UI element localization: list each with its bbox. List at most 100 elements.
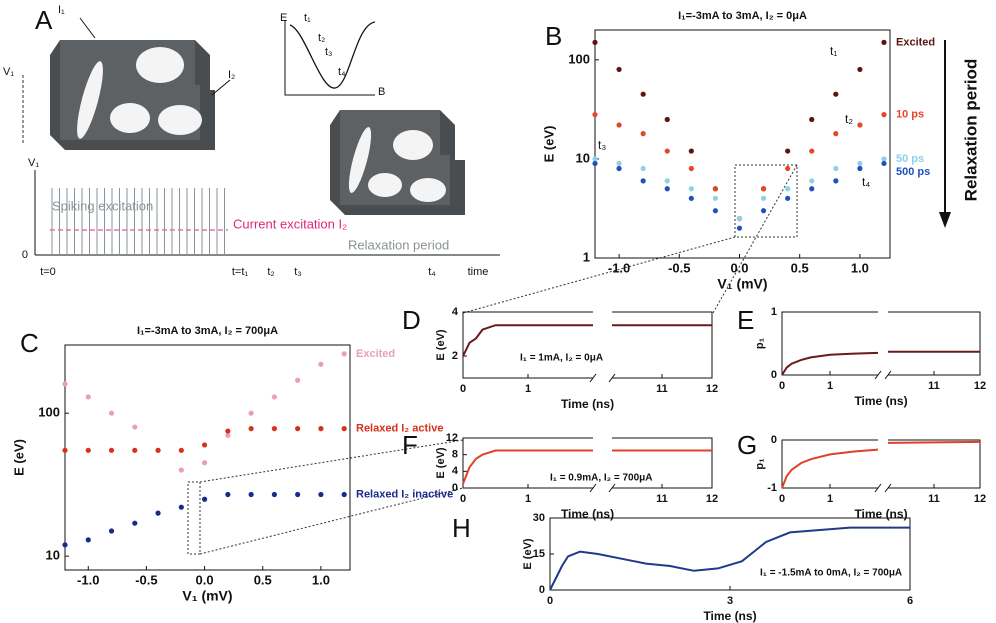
data-point: [85, 394, 91, 400]
panel-label: C: [20, 328, 39, 358]
axis-frame: [549, 517, 911, 591]
x-tick-label: -0.5: [135, 572, 157, 587]
axis-break: [589, 373, 616, 383]
data-point: [225, 491, 231, 498]
y-tick-label: 1: [771, 306, 777, 318]
data-point: [833, 131, 839, 137]
data-point: [201, 496, 208, 502]
legend-label: Excited: [356, 348, 395, 360]
data-point: [760, 208, 767, 214]
data-line: [781, 440, 981, 489]
data-point: [785, 165, 791, 172]
data-point: [341, 426, 347, 432]
x-tick-label: 0.0: [730, 260, 748, 275]
spike-train: [34, 170, 500, 256]
x-tick-label: 12: [706, 383, 718, 395]
x-tick-label: -1.0: [77, 572, 99, 587]
annotation: I₁ = -1.5mA to 0mA, I₂ = 700μA: [760, 568, 902, 579]
x-axis-label: V₁ (mV): [182, 588, 232, 604]
data-point: [341, 491, 347, 498]
annotation: t₁: [830, 44, 837, 58]
label: t₃: [325, 46, 333, 58]
y-tick-label: 10: [576, 150, 590, 165]
label: V₁: [28, 157, 39, 169]
y-tick-label: 0: [452, 482, 458, 494]
data-point: [640, 91, 646, 97]
data-point: [85, 537, 91, 543]
x-axis-label: V₁ (mV): [717, 276, 767, 292]
data-point: [62, 542, 68, 548]
data-point: [85, 447, 91, 453]
x-tick-label: 1: [827, 493, 833, 505]
data-point: [616, 122, 622, 128]
label: 0: [22, 249, 28, 261]
data-point: [295, 426, 301, 432]
annotation: t₃: [598, 138, 606, 152]
legend-label: 10 ps: [896, 109, 924, 121]
label: I₁: [58, 4, 65, 16]
data-point: [271, 491, 277, 498]
y-tick-label: 4: [452, 306, 459, 318]
data-point: [225, 428, 231, 434]
data-point: [592, 39, 598, 45]
data-point: [616, 66, 622, 73]
data-point: [108, 447, 115, 453]
x-tick-label: 1.0: [851, 260, 869, 275]
data-point: [857, 122, 863, 128]
x-tick-label: 11: [928, 380, 940, 392]
y-tick-label: 30: [533, 512, 545, 524]
side-label: Relaxation period: [961, 59, 980, 202]
data-point: [712, 186, 719, 192]
y-tick-label: 8: [452, 449, 458, 461]
x-tick-label: 11: [656, 383, 668, 395]
data-point: [592, 112, 598, 118]
data-point: [664, 178, 670, 184]
x-tick-label: 0.5: [791, 260, 809, 275]
y-axis-label: E (eV): [435, 329, 447, 361]
data-point: [809, 148, 815, 154]
y-axis-label: E (eV): [541, 126, 556, 163]
x-tick-label: 11: [656, 493, 668, 505]
data-point: [248, 410, 254, 416]
data-point: [201, 442, 208, 448]
legend-label: 500 ps: [896, 166, 930, 178]
data-point: [132, 424, 138, 430]
data-point: [640, 178, 646, 184]
data-point: [736, 225, 743, 231]
panel-label: F: [402, 430, 418, 460]
x-tick-label: 1: [827, 380, 833, 392]
data-point: [688, 165, 694, 172]
x-tick-label: 0: [460, 493, 466, 505]
annotation: t₂: [845, 112, 853, 126]
x-tick-label: 1.0: [312, 572, 330, 587]
x-axis-label: Time (ns): [854, 394, 907, 408]
y-tick-label: 100: [38, 405, 60, 420]
y-axis-label: p₁: [754, 458, 766, 470]
data-point: [712, 208, 719, 214]
label: Spiking excitation: [52, 198, 153, 213]
panel-label: B: [545, 21, 562, 51]
x-tick-label: 0: [460, 383, 466, 395]
data-line: [781, 350, 980, 376]
label: t₂: [267, 266, 274, 278]
y-tick-label: 1: [583, 249, 590, 264]
y-axis-label: p₁: [754, 337, 766, 349]
data-point: [271, 426, 277, 432]
data-point: [833, 91, 839, 97]
x-axis-label: Time (ns): [561, 397, 614, 411]
data-point: [833, 165, 839, 172]
y-tick-label: -1: [767, 482, 777, 494]
data-point: [248, 426, 254, 432]
device-sketch: [22, 17, 465, 215]
annotation: I₁ = 0.9mA, I₂ = 700μA: [550, 473, 653, 484]
axis-frame: [462, 311, 713, 379]
label: Current excitation I₂: [233, 216, 347, 231]
data-point: [592, 156, 598, 162]
chart-title: I₁=-3mA to 3mA, I₂ = 0μA: [678, 10, 807, 22]
data-point: [616, 160, 622, 167]
y-tick-label: 2: [452, 350, 458, 362]
legend-label: Relaxed I₂ inactive: [356, 488, 453, 500]
label: t₄: [338, 66, 346, 78]
